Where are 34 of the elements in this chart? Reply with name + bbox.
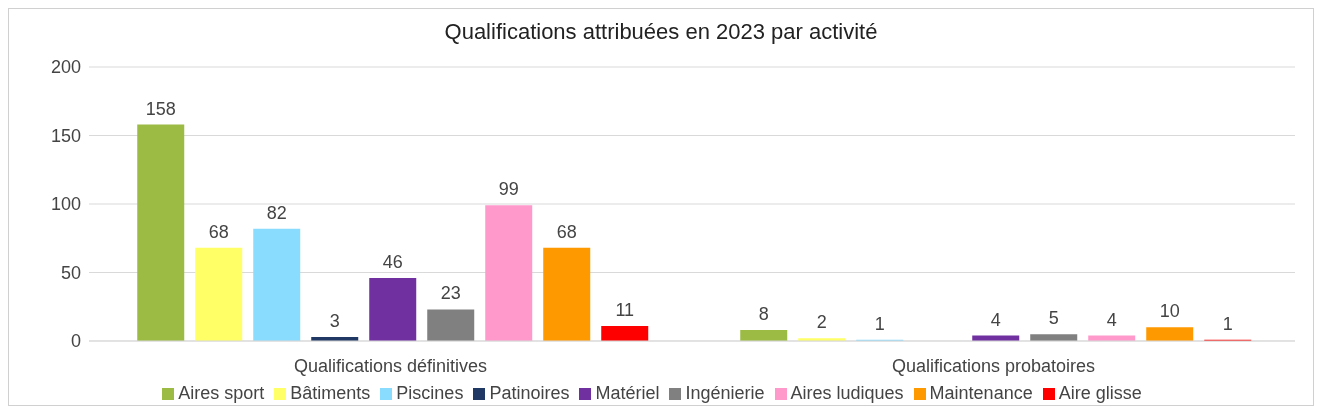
legend-label: Aires sport	[178, 383, 265, 404]
x-tick-label: Qualifications définitives	[293, 355, 488, 376]
data-label: 2	[816, 312, 827, 333]
data-label: 4	[1106, 309, 1117, 330]
data-label: 99	[498, 179, 519, 200]
y-tick-label: 100	[50, 194, 81, 215]
y-tick-label: 150	[50, 125, 81, 146]
data-label: 3	[329, 310, 340, 331]
x-tick-label: Qualifications probatoires	[891, 355, 1096, 376]
chart-title: Qualifications attribuées en 2023 par activité	[443, 19, 879, 46]
data-label: 1	[874, 313, 885, 334]
data-label: 4	[990, 309, 1001, 330]
legend-label: Bâtiments	[290, 383, 371, 404]
legend-label: Patinoires	[489, 383, 570, 404]
y-tick-label: 200	[50, 57, 81, 78]
y-tick-label: 50	[60, 262, 81, 283]
data-label: 158	[145, 98, 176, 119]
legend-label: Maintenance	[929, 383, 1033, 404]
legend-label: Piscines	[396, 383, 464, 404]
legend-label: Matériel	[595, 383, 660, 404]
data-label: 5	[1048, 308, 1059, 329]
data-label: 82	[266, 202, 287, 223]
legend-label: Ingénierie	[685, 383, 765, 404]
data-label: 46	[382, 251, 403, 272]
data-label: 11	[615, 299, 635, 320]
data-label: 8	[758, 304, 769, 325]
data-label: 1	[1222, 313, 1233, 334]
data-label: 68	[208, 221, 229, 242]
legend-label: Aire glisse	[1058, 383, 1142, 404]
data-label: 23	[440, 283, 461, 304]
data-label: 68	[556, 221, 577, 242]
y-tick-label: 0	[70, 331, 81, 352]
data-label: 10	[1159, 301, 1180, 322]
legend-label: Aires ludiques	[790, 383, 904, 404]
